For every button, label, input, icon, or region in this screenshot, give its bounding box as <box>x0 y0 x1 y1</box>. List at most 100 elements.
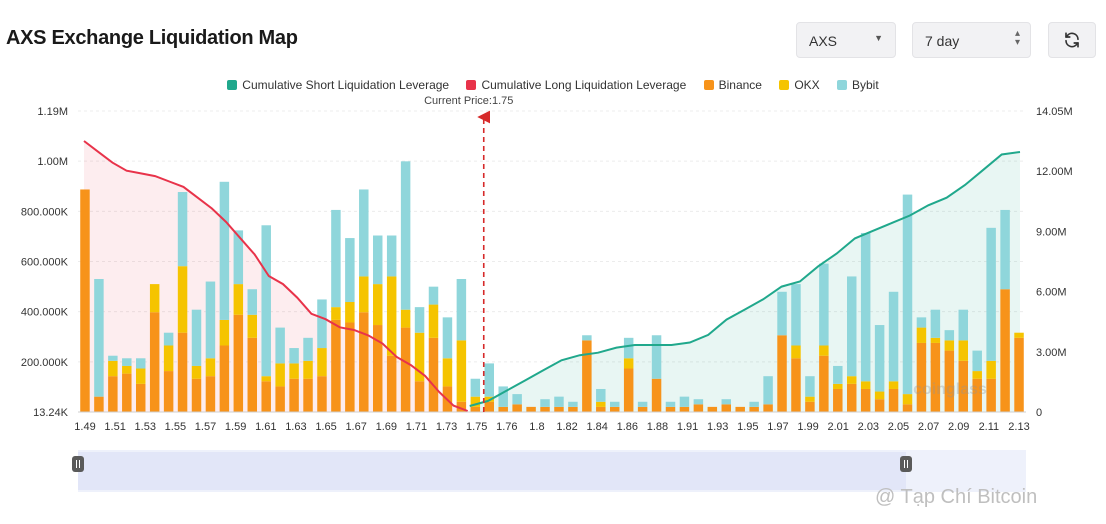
range-select[interactable]: 7 day ▴ ▾ <box>912 22 1031 58</box>
bar-okx <box>930 337 941 343</box>
bar-bybit <box>359 189 369 277</box>
bar-binance <box>665 406 676 412</box>
refresh-icon <box>1065 32 1079 48</box>
bar-okx <box>247 314 258 338</box>
bar-okx <box>456 340 467 402</box>
bar-okx <box>860 381 871 389</box>
bar-binance <box>219 345 230 412</box>
bar-bybit <box>261 225 271 377</box>
coin-select[interactable]: AXS ▼ <box>796 22 896 58</box>
bar-bybit <box>512 394 522 405</box>
bar-bybit <box>275 327 285 364</box>
bar-binance <box>386 355 397 412</box>
bar-okx <box>428 304 439 338</box>
bar-binance <box>149 312 160 412</box>
x-tick-label: 2.03 <box>858 421 879 433</box>
watermark-text: @ Tạp Chí Bitcoin <box>875 486 1038 508</box>
zoom-handle-left <box>72 456 84 472</box>
bar-binance <box>428 337 439 412</box>
bar-binance <box>94 396 104 412</box>
bar-okx <box>122 365 132 374</box>
bar-okx <box>414 332 425 382</box>
bar-bybit <box>122 358 132 366</box>
bar-okx <box>805 396 815 402</box>
bar-binance <box>177 332 188 412</box>
bar-bybit <box>874 325 885 392</box>
bar-bybit <box>637 401 648 407</box>
bar-bybit <box>763 376 773 405</box>
legend-label: OKX <box>794 78 820 92</box>
y-right-tick-label: 6.00M <box>1036 287 1067 299</box>
bar-okx <box>163 345 174 372</box>
x-tick-label: 2.11 <box>979 421 1000 433</box>
bar-okx <box>359 276 369 313</box>
chart-legend: Cumulative Short Liquidation Leverage Cu… <box>0 78 1106 92</box>
legend-item-binance[interactable]: Binance <box>703 78 762 92</box>
bar-binance <box>958 360 969 412</box>
x-tick-label: 1.91 <box>677 421 698 433</box>
bar-bybit <box>484 363 495 397</box>
bar-binance <box>930 342 941 412</box>
x-tick-label: 1.49 <box>74 421 95 433</box>
bar-bybit <box>986 227 996 361</box>
zoom-handle-right <box>900 456 912 472</box>
bar-bybit <box>163 332 174 346</box>
bar-okx <box>345 302 355 323</box>
bar-binance <box>191 378 202 412</box>
bar-bybit <box>345 238 355 303</box>
bar-binance <box>526 406 536 412</box>
bar-binance <box>582 340 592 412</box>
y-left-tick-label: 1.19M <box>37 106 68 118</box>
bar-bybit <box>651 335 662 379</box>
zoom-slider[interactable] <box>72 450 1026 492</box>
cumulative-lines <box>83 140 1021 412</box>
x-tick-label: 1.99 <box>797 421 818 433</box>
bar-binance <box>833 388 843 412</box>
bar-bybit <box>693 399 704 405</box>
legend-item-bybit[interactable]: Bybit <box>837 78 879 92</box>
bar-okx <box>442 358 453 387</box>
x-tick-label: 1.71 <box>406 421 427 433</box>
legend-item-okx[interactable]: OKX <box>779 78 820 92</box>
y-right-tick-label: 3.00M <box>1036 347 1067 359</box>
bar-bybit <box>596 388 606 402</box>
bar-binance <box>707 406 718 412</box>
bar-binance <box>122 373 132 412</box>
x-tick-label: 1.84 <box>586 421 607 433</box>
bar-bybit <box>372 235 383 285</box>
bar-okx <box>303 360 313 379</box>
bar-bybit <box>135 358 146 369</box>
bar-series <box>80 161 1024 412</box>
bar-okx <box>470 396 481 407</box>
bar-bybit <box>902 194 913 395</box>
y-right-tick-label: 9.00M <box>1036 226 1067 238</box>
long-line <box>83 140 469 412</box>
bar-binance <box>679 406 690 412</box>
refresh-button[interactable] <box>1048 22 1096 58</box>
bar-binance <box>609 406 620 412</box>
bar-bybit <box>498 386 508 407</box>
x-tick-label: 1.69 <box>376 421 397 433</box>
x-tick-label: 1.86 <box>617 421 638 433</box>
bar-bybit <box>609 401 620 407</box>
bar-bybit <box>665 401 676 407</box>
x-tick-label: 1.53 <box>135 421 156 433</box>
x-tick-label: 1.95 <box>737 421 758 433</box>
bar-bybit <box>833 365 843 384</box>
bar-okx <box>833 383 843 389</box>
bar-binance <box>777 335 787 412</box>
bar-bybit <box>916 317 927 328</box>
bar-bybit <box>233 230 244 285</box>
bar-binance <box>345 322 355 412</box>
x-tick-label: 1.51 <box>104 421 125 433</box>
legend-item-long[interactable]: Cumulative Long Liquidation Leverage <box>466 78 686 92</box>
bar-binance <box>805 401 815 412</box>
bar-binance <box>1014 337 1024 412</box>
bar-binance <box>163 371 174 412</box>
legend-item-short[interactable]: Cumulative Short Liquidation Leverage <box>227 78 449 92</box>
legend-label: Cumulative Short Liquidation Leverage <box>242 78 450 92</box>
x-tick-label: 1.88 <box>647 421 668 433</box>
bar-binance <box>986 378 996 412</box>
zoom-window <box>78 452 906 490</box>
